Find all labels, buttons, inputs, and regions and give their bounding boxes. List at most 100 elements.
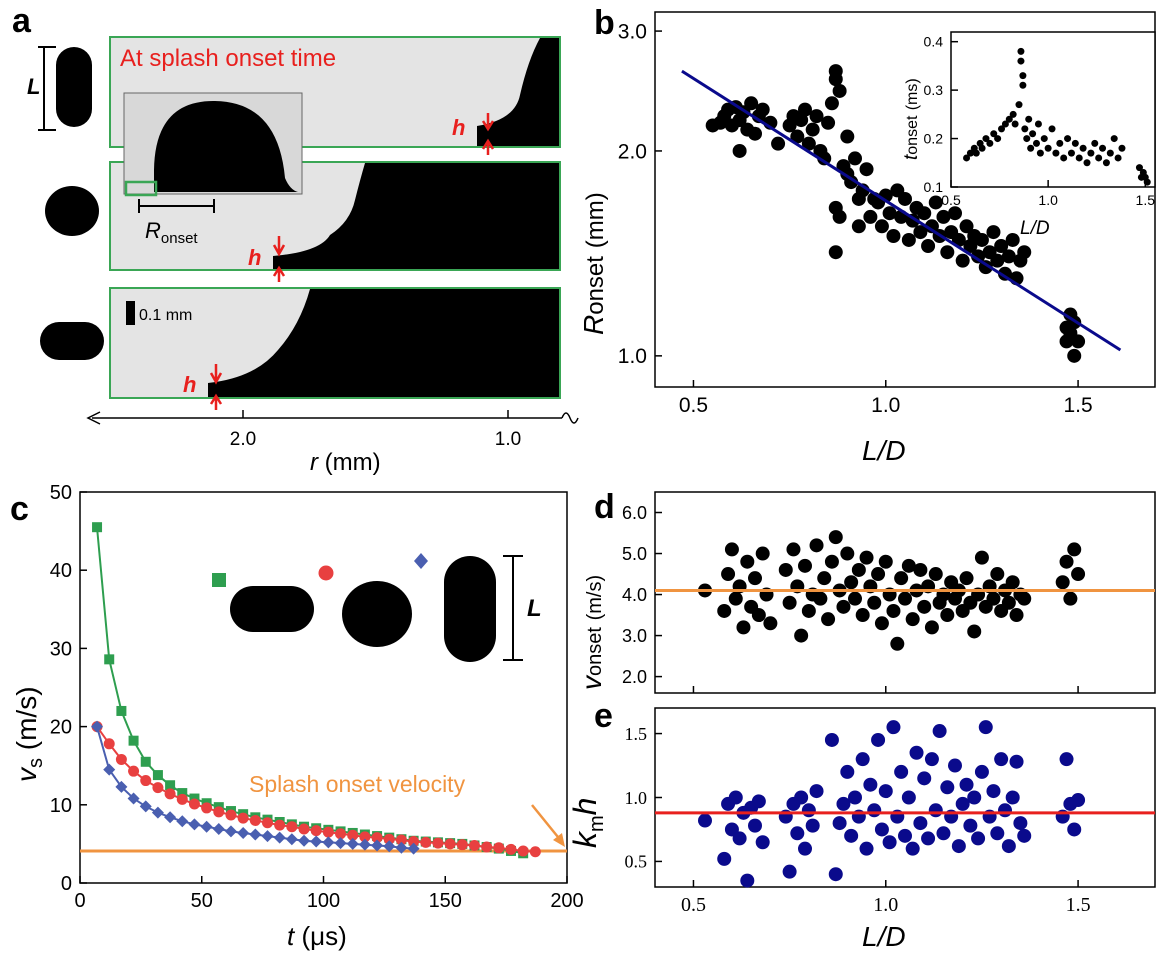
splash-onset-velocity-label: Splash onset velocity bbox=[249, 771, 466, 797]
data-point bbox=[740, 554, 755, 569]
data-point bbox=[836, 796, 851, 811]
x-tick-label: 0.5 bbox=[679, 394, 708, 417]
data-point bbox=[751, 608, 766, 623]
data-point bbox=[1005, 575, 1020, 590]
data-point bbox=[901, 790, 916, 805]
plot-b-inset-yaxis: 0.1 0.2 0.3 0.4 bbox=[924, 34, 958, 195]
x-tick-label: 100 bbox=[307, 890, 340, 912]
data-point bbox=[840, 129, 855, 144]
data-point bbox=[986, 591, 1001, 606]
series-marker-diamond bbox=[151, 806, 164, 819]
data-point bbox=[1011, 120, 1019, 128]
data-point bbox=[732, 143, 747, 158]
y-tick-label: 1.5 bbox=[625, 724, 648, 744]
data-point bbox=[1091, 139, 1099, 147]
plot-d-xaxis bbox=[692, 686, 1079, 693]
data-point bbox=[790, 826, 805, 841]
data-point bbox=[898, 191, 912, 206]
y-tick-label: 0.4 bbox=[924, 34, 944, 50]
data-point bbox=[990, 826, 1005, 841]
data-point bbox=[794, 628, 809, 643]
data-point bbox=[1063, 591, 1078, 606]
plot-c-frame bbox=[79, 491, 568, 884]
plot-b-inset-xaxis: 0.5 1.0 1.5 bbox=[941, 180, 1155, 208]
data-point bbox=[848, 151, 862, 166]
data-point bbox=[1009, 608, 1024, 623]
data-point bbox=[986, 139, 994, 147]
b-xlabel: L/D bbox=[862, 435, 906, 466]
data-point bbox=[871, 567, 886, 582]
series-marker-square bbox=[152, 770, 163, 781]
data-point bbox=[859, 841, 874, 856]
L-label-c: L bbox=[527, 595, 542, 622]
data-point bbox=[1079, 144, 1087, 152]
series-marker-circle bbox=[310, 825, 322, 837]
panel-a: a L At splash onset time h h bbox=[12, 2, 579, 476]
data-point bbox=[928, 803, 943, 818]
b-inset-xlabel: L/D bbox=[1020, 218, 1050, 239]
series-marker-circle bbox=[359, 831, 371, 843]
data-point bbox=[936, 826, 951, 841]
series-marker-diamond bbox=[395, 841, 408, 854]
c-ylabel: vs (m/s) bbox=[11, 686, 47, 782]
data-point bbox=[1087, 149, 1095, 157]
series-marker-diamond bbox=[188, 818, 201, 831]
data-point bbox=[898, 828, 912, 843]
prolate-drop-legend-icon bbox=[444, 556, 496, 662]
data-point bbox=[840, 546, 855, 561]
data-point bbox=[1019, 81, 1027, 89]
data-point bbox=[748, 571, 762, 586]
data-point bbox=[744, 96, 759, 111]
data-point bbox=[898, 591, 912, 606]
plot-c-series bbox=[91, 522, 541, 859]
data-point bbox=[913, 562, 928, 577]
series-marker-diamond bbox=[176, 815, 189, 828]
data-point bbox=[1005, 790, 1020, 805]
series-marker-circle bbox=[420, 836, 432, 848]
data-point bbox=[951, 839, 966, 854]
data-point bbox=[828, 530, 843, 545]
data-point bbox=[1029, 130, 1037, 138]
data-point bbox=[824, 554, 839, 569]
data-point bbox=[1019, 72, 1027, 80]
data-point bbox=[1059, 752, 1074, 767]
data-point bbox=[882, 835, 897, 850]
annotation-arrow-head bbox=[553, 833, 565, 847]
data-point bbox=[990, 130, 998, 138]
data-point bbox=[794, 790, 809, 805]
data-point bbox=[994, 135, 1002, 143]
fit-line bbox=[681, 69, 1122, 352]
series-marker-circle bbox=[176, 793, 188, 805]
data-point bbox=[801, 136, 816, 151]
data-point bbox=[1009, 110, 1017, 118]
panel-label-c: c bbox=[10, 490, 29, 528]
data-point bbox=[994, 239, 1009, 254]
data-point bbox=[959, 777, 974, 792]
series-marker-circle bbox=[115, 753, 127, 765]
d-ylabel: vonset (m/s) bbox=[576, 575, 607, 690]
data-point bbox=[748, 818, 762, 833]
x-tick-label: 1.5 bbox=[1063, 394, 1092, 417]
x-tick-label: 1.0 bbox=[871, 394, 900, 417]
data-point bbox=[955, 796, 970, 811]
data-point bbox=[1071, 139, 1079, 147]
series-marker-diamond bbox=[115, 780, 128, 793]
data-point bbox=[755, 102, 770, 117]
r-axis-title: r (mm) bbox=[310, 449, 381, 476]
plot-c-yaxis: 0 10 20 30 40 50 bbox=[50, 482, 87, 895]
sphere-drop-icon bbox=[45, 186, 99, 236]
data-point bbox=[1052, 149, 1060, 157]
series-marker-circle bbox=[249, 814, 261, 826]
series-marker-circle bbox=[261, 817, 273, 829]
y-tick-label: 0.1 bbox=[924, 179, 944, 195]
series-marker-diamond bbox=[224, 825, 237, 838]
L-label-a: L bbox=[27, 74, 40, 99]
data-point bbox=[967, 790, 982, 805]
plot-b-yaxis: 1.0 2.0 3.0 bbox=[618, 20, 662, 368]
data-point bbox=[782, 595, 797, 610]
data-point bbox=[972, 149, 980, 157]
data-point bbox=[809, 538, 824, 553]
data-point bbox=[855, 608, 870, 623]
data-point bbox=[1067, 542, 1082, 557]
